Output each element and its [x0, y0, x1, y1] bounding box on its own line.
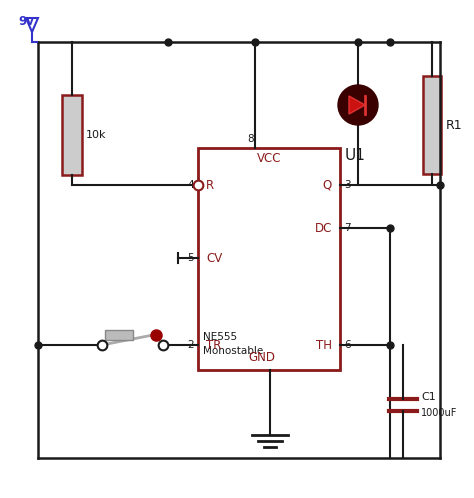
- Text: GND: GND: [248, 351, 275, 364]
- Text: DC: DC: [315, 222, 332, 235]
- Text: C1: C1: [421, 392, 436, 402]
- Bar: [105, 330, 133, 340]
- Text: 2: 2: [187, 340, 194, 350]
- Text: R1: R1: [446, 119, 463, 131]
- Text: 8: 8: [248, 134, 255, 144]
- Bar: [62, 96, 82, 175]
- Text: 3: 3: [344, 180, 351, 190]
- Text: NE555: NE555: [203, 332, 237, 342]
- Text: U1: U1: [345, 148, 366, 163]
- Text: TR: TR: [206, 339, 221, 352]
- Text: 7: 7: [344, 223, 351, 233]
- Text: 6: 6: [344, 340, 351, 350]
- Text: 4: 4: [187, 180, 194, 190]
- Bar: [423, 76, 441, 174]
- Text: Q: Q: [323, 178, 332, 192]
- Text: VCC: VCC: [257, 152, 281, 165]
- Text: CV: CV: [206, 251, 222, 264]
- Text: R: R: [206, 178, 214, 192]
- Text: Monostable: Monostable: [203, 346, 263, 356]
- Text: TH: TH: [316, 339, 332, 352]
- Text: 5: 5: [187, 253, 194, 263]
- Polygon shape: [349, 96, 365, 114]
- Circle shape: [338, 85, 378, 125]
- Bar: [198, 148, 340, 370]
- Text: 10k: 10k: [86, 130, 107, 140]
- Text: 1000uF: 1000uF: [421, 408, 457, 418]
- Text: 9v: 9v: [18, 15, 34, 28]
